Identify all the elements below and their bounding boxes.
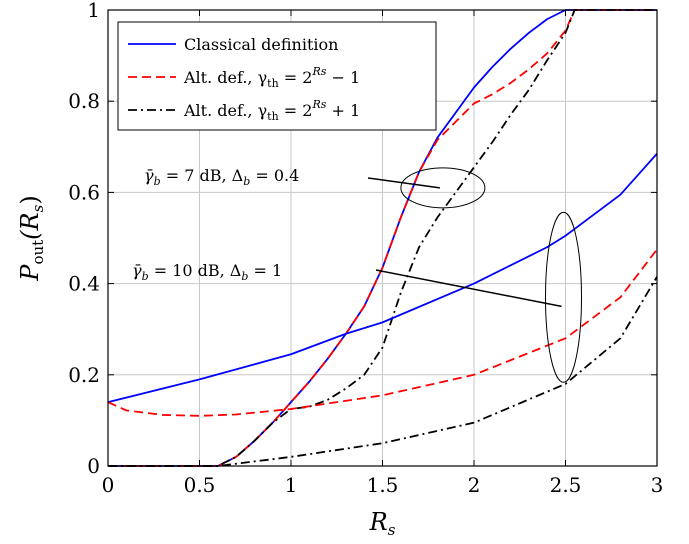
y-tick-label: 0.6 [68, 180, 100, 204]
annotation-ellipse-7db [400, 167, 486, 209]
y-tick-label: 1 [87, 0, 100, 22]
series-line-6 [108, 276, 658, 467]
plot-border [107, 9, 658, 467]
legend-box [117, 21, 437, 131]
x-tick-label: 3 [651, 473, 664, 497]
series-line-5 [107, 248, 658, 417]
x-tick-label: 1 [285, 473, 298, 497]
x-tick-label: 0.5 [184, 473, 216, 497]
axis-labels: Rs Pout(Rs) [16, 195, 396, 539]
x-tick-label: 2.5 [550, 473, 582, 497]
legend-entry-2: Alt. def., γth = 2Rs − 1 [183, 65, 360, 90]
x-tick-label: 0 [102, 473, 115, 497]
annotation-label-7db: γ̄b = 7 dB, Δb = 0.4 [144, 166, 299, 188]
tick-labels: 0 0.5 1 1.5 2 2.5 3 0 0.2 0.4 0.6 0.8 1 [68, 0, 663, 497]
y-tick-label: 0.2 [68, 363, 100, 387]
plot-frame [107, 9, 658, 467]
y-tick-label: 0.4 [68, 272, 100, 296]
annotation-label-10db: γ̄b = 10 dB, Δb = 1 [132, 261, 282, 283]
annotation-pointer-10db [375, 269, 562, 308]
series-line-4 [107, 153, 658, 404]
annotation-ellipse-10db [545, 211, 582, 383]
annotation-pointer-7db [367, 177, 440, 189]
y-tick-label: 0.8 [68, 89, 100, 113]
curves [107, 9, 658, 467]
legend-entry-1: Classical definition [184, 35, 338, 54]
x-axis-label: Rs [369, 508, 396, 539]
annotations: γ̄b = 7 dB, Δb = 0.4 γ̄b = 10 dB, Δb = 1 [132, 166, 582, 383]
legend: Classical definition Alt. def., γth = 2Rs… [117, 21, 437, 131]
x-tick-label: 1.5 [367, 473, 399, 497]
y-axis-label: Pout(Rs) [16, 195, 47, 281]
legend-entry-3: Alt. def., γth = 2Rs + 1 [183, 98, 360, 123]
x-tick-label: 2 [468, 473, 481, 497]
series-line-3 [108, 9, 657, 467]
y-tick-label: 0 [87, 454, 100, 478]
